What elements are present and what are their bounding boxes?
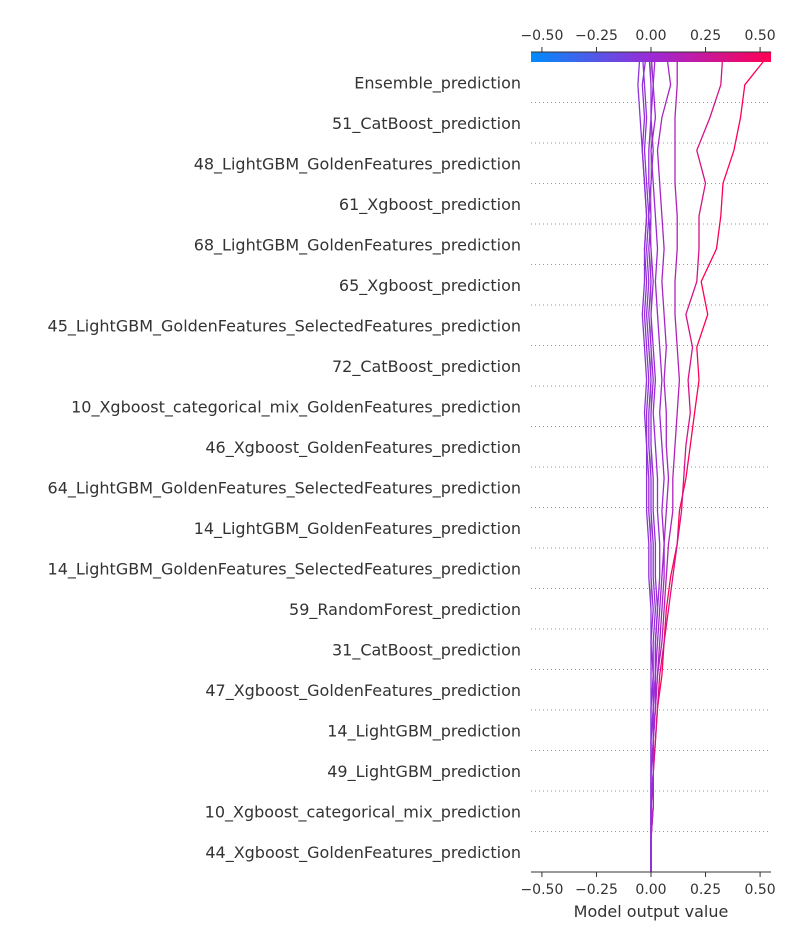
feature-labels: Ensemble_prediction 51_CatBoost_predictio… xyxy=(48,73,521,863)
feature-label: 59_RandomForest_prediction xyxy=(289,600,521,620)
tick-label: 0.25 xyxy=(690,28,721,44)
tick-label: 0.25 xyxy=(690,882,721,898)
feature-label: 14_LightGBM_GoldenFeatures_SelectedFeatu… xyxy=(48,559,521,579)
colorbar xyxy=(531,52,771,62)
feature-label: 14_LightGBM_GoldenFeatures_prediction xyxy=(194,519,521,539)
tick-label: −0.50 xyxy=(520,28,563,44)
top-axis: −0.50 −0.25 0.00 0.25 0.50 xyxy=(520,28,776,53)
feature-label: 10_Xgboost_categorical_mix_prediction xyxy=(205,802,521,822)
colorbar-gradient xyxy=(531,52,771,62)
tick-label: 0.00 xyxy=(635,882,666,898)
tick-label: −0.50 xyxy=(520,882,563,898)
feature-label: 48_LightGBM_GoldenFeatures_prediction xyxy=(194,154,521,174)
feature-label: 72_CatBoost_prediction xyxy=(332,357,521,377)
feature-label: 49_LightGBM_prediction xyxy=(327,762,521,782)
feature-label: 68_LightGBM_GoldenFeatures_prediction xyxy=(194,235,521,255)
x-axis-title: Model output value xyxy=(574,902,729,921)
feature-label: 14_LightGBM_prediction xyxy=(327,721,521,741)
feature-label: 45_LightGBM_GoldenFeatures_SelectedFeatu… xyxy=(48,316,521,336)
feature-label: 64_LightGBM_GoldenFeatures_SelectedFeatu… xyxy=(48,478,521,498)
tick-label: 0.50 xyxy=(745,882,776,898)
feature-label: 31_CatBoost_prediction xyxy=(332,640,521,660)
decision-line-7 xyxy=(648,51,659,872)
tick-label: −0.25 xyxy=(575,28,618,44)
feature-label: 65_Xgboost_prediction xyxy=(339,276,521,296)
decision-line-10 xyxy=(637,51,652,872)
tick-label: 0.00 xyxy=(635,28,666,44)
feature-label: 10_Xgboost_categorical_mix_GoldenFeature… xyxy=(71,397,521,417)
bottom-axis: −0.50 −0.25 0.00 0.25 0.50 xyxy=(520,871,776,898)
decision-lines xyxy=(637,51,772,872)
feature-label: 51_CatBoost_prediction xyxy=(332,114,521,134)
decision-line-4 xyxy=(650,51,672,872)
feature-label: Ensemble_prediction xyxy=(354,73,521,93)
tick-label: −0.25 xyxy=(575,882,618,898)
tick-label: 0.50 xyxy=(745,28,776,44)
feature-label: 47_Xgboost_GoldenFeatures_prediction xyxy=(205,681,521,701)
decision-line-1 xyxy=(650,51,772,872)
feature-label: 46_Xgboost_GoldenFeatures_prediction xyxy=(205,438,521,458)
decision-line-2 xyxy=(650,51,724,872)
feature-label: 44_Xgboost_GoldenFeatures_prediction xyxy=(205,843,521,863)
feature-label: 61_Xgboost_prediction xyxy=(339,195,521,215)
